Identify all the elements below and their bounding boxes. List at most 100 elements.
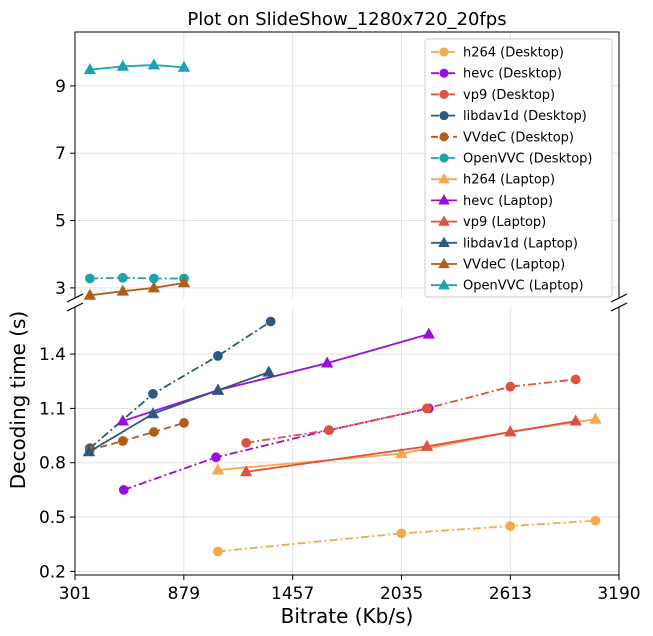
series-line — [89, 320, 272, 449]
series-group — [213, 515, 601, 557]
data-point — [241, 437, 252, 448]
legend-label: libdav1d (Laptop) — [463, 236, 578, 251]
data-point — [147, 281, 161, 293]
data-point — [146, 407, 160, 419]
data-point — [116, 284, 130, 296]
series-group — [116, 327, 435, 426]
legend-label: h264 (Desktop) — [463, 46, 564, 61]
legend-label: hevc (Desktop) — [463, 67, 562, 82]
data-point — [589, 412, 602, 424]
legend-label: VVdeC (Desktop) — [463, 130, 574, 145]
data-point — [147, 58, 161, 70]
legend-label: VVdeC (Laptop) — [463, 258, 565, 273]
data-point — [177, 60, 191, 72]
data-point — [118, 485, 129, 495]
axis-break-mark — [66, 302, 84, 312]
y-tick-label-upper: 3 — [55, 279, 66, 299]
data-point — [262, 365, 275, 377]
y-tick-label-lower: 0.5 — [39, 508, 66, 528]
series-line — [246, 378, 576, 444]
data-point — [116, 414, 130, 426]
data-point — [83, 63, 97, 75]
data-point — [505, 381, 516, 392]
y-axis-label: Decoding time (s) — [6, 311, 30, 490]
data-point — [590, 515, 601, 526]
x-axis-label: Bitrate (Kb/s) — [281, 604, 414, 628]
data-point — [504, 425, 517, 437]
legend-marker — [439, 68, 449, 78]
chart-title: Plot on SlideShow_1280x720_20fps — [187, 9, 506, 30]
series-line — [89, 276, 185, 280]
series-line — [246, 420, 576, 473]
data-point — [320, 356, 334, 368]
data-point — [422, 403, 432, 414]
data-point — [422, 327, 435, 339]
legend: h264 (Desktop) hevc (Desktop) vp9 (Desktop… — [424, 38, 613, 298]
legend-marker — [439, 89, 449, 99]
legend-marker — [438, 278, 450, 290]
series-group — [83, 58, 191, 75]
data-point — [85, 273, 95, 284]
series-line — [89, 64, 185, 71]
data-point — [149, 427, 159, 437]
upper-panel-frame — [74, 31, 620, 298]
y-tick-label-lower: 1.4 — [39, 345, 66, 365]
series-line — [89, 422, 185, 451]
legend-label: h264 (Laptop) — [463, 173, 555, 188]
legend-label: libdav1d (Desktop) — [463, 109, 587, 124]
legend-marker — [439, 132, 449, 142]
legend-marker — [438, 257, 450, 269]
legend-marker — [438, 172, 450, 184]
y-tick-label-upper: 7 — [55, 144, 66, 164]
x-tick-label: 2613 — [489, 584, 532, 604]
series-group — [241, 374, 581, 448]
series-line — [123, 407, 430, 491]
data-point — [213, 546, 223, 557]
data-point — [570, 374, 581, 385]
series-group — [85, 316, 276, 454]
data-point — [117, 272, 128, 283]
legend-label: OpenVVC (Laptop) — [463, 279, 584, 294]
data-point — [211, 452, 221, 463]
axes: 301 879 1457 2035 2613 3190 3 5 7 9 0.2 0.5 0.8 1.1 1.… — [39, 31, 641, 604]
data-point — [505, 521, 516, 531]
y-tick-label-lower: 0.8 — [39, 454, 66, 474]
series-group — [239, 414, 582, 477]
series-group — [118, 403, 434, 495]
data-point — [177, 276, 191, 288]
series-group — [82, 365, 275, 457]
series-line — [89, 281, 185, 297]
data-point — [213, 351, 223, 361]
legend-label: vp9 (Desktop) — [463, 88, 555, 103]
y-tick-label-lower: 1.1 — [39, 399, 66, 419]
x-tick-label: 3190 — [597, 584, 640, 604]
data-point — [148, 389, 158, 399]
data-point — [116, 59, 130, 71]
axis-break-mark — [66, 293, 84, 303]
data-point — [324, 425, 334, 436]
data-point — [82, 445, 96, 457]
y-tick-label-upper: 9 — [55, 77, 66, 97]
data-point — [569, 414, 582, 426]
series-layer — [82, 58, 602, 557]
series-group — [83, 276, 191, 300]
lower-panel-frame — [74, 307, 620, 576]
data-point — [395, 447, 408, 459]
legend-marker — [439, 153, 449, 163]
data-point — [396, 528, 407, 539]
series-line — [122, 333, 430, 422]
series-group — [211, 412, 602, 475]
x-tick-label: 1457 — [271, 584, 314, 604]
legend-marker — [439, 111, 449, 121]
data-point — [239, 465, 253, 477]
legend-box — [424, 38, 613, 298]
x-tick-label: 2035 — [380, 584, 423, 604]
y-tick-label-upper: 5 — [55, 212, 66, 232]
legend-marker — [438, 194, 450, 205]
data-point — [211, 463, 225, 475]
axis-break-mark — [610, 293, 628, 303]
legend-label: OpenVVC (Desktop) — [463, 152, 592, 167]
legend-marker — [438, 215, 450, 226]
x-tick-label: 301 — [59, 584, 91, 604]
